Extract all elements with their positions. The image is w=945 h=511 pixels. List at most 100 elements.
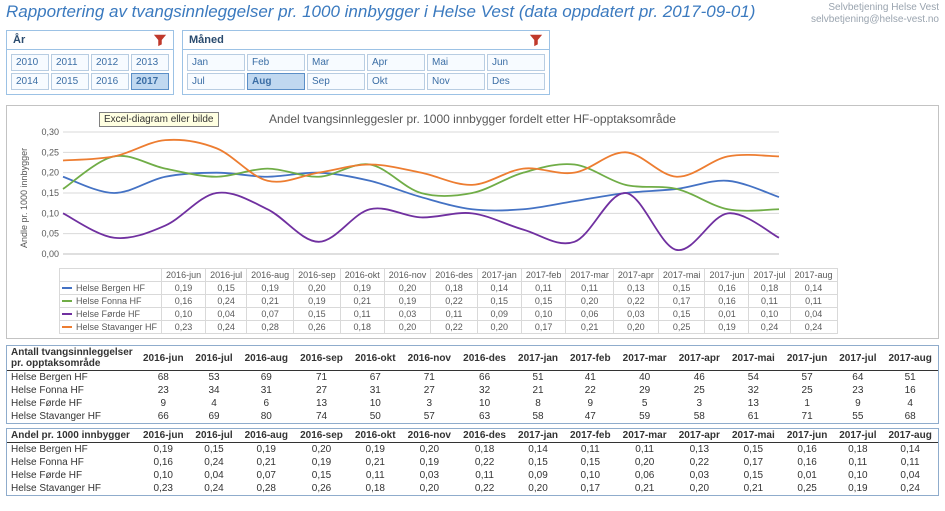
slicer-item[interactable]: Apr	[367, 54, 425, 71]
table-col-header: 2017-jan	[512, 346, 564, 371]
line-chart: 0,00 0,05 0,10 0,15 0,20 0,25 0,30	[29, 128, 789, 268]
table-col-header: 2016-okt	[349, 346, 402, 371]
filter-icon[interactable]	[529, 33, 543, 47]
svg-text:0,00: 0,00	[41, 249, 59, 259]
slicer-item[interactable]: 2015	[51, 73, 89, 90]
chart-tooltip: Excel-diagram eller bilde	[99, 112, 219, 127]
table-row: Helse Fonna HF23343127312732212229253225…	[7, 384, 938, 397]
row-label: Helse Stavanger HF	[7, 410, 137, 423]
slicer-item[interactable]: Des	[487, 73, 545, 90]
chart-container: Excel-diagram eller bilde Andel tvangsin…	[6, 105, 939, 339]
year-grid: 2010201120122013 2014201520162017	[7, 50, 173, 94]
month-slicer: Måned JanFebMarAprMaiJun JulAugSepOktNovD…	[182, 30, 550, 95]
table-col-header: 2017-jun	[781, 346, 834, 371]
slicer-item[interactable]: 2012	[91, 54, 129, 71]
svg-text:0,15: 0,15	[41, 188, 59, 198]
table-col-header: 2016-jul	[190, 429, 239, 443]
table-col-header: 2016-jun	[137, 429, 190, 443]
slicer-item[interactable]: Okt	[367, 73, 425, 90]
legend-series: Helse Stavanger HF	[60, 321, 162, 334]
slicer-item[interactable]: Jul	[187, 73, 245, 90]
page-title: Rapportering av tvangsinnleggelser pr. 1…	[6, 2, 755, 22]
table-row: Helse Stavanger HF0,230,240,280,260,180,…	[7, 482, 938, 495]
contact-block: Selvbetjening Helse Vest selvbetjening@h…	[811, 2, 939, 26]
table-col-header: 2016-aug	[238, 346, 294, 371]
slicer-item[interactable]: 2014	[11, 73, 49, 90]
table-col-header: 2016-sep	[294, 346, 349, 371]
svg-text:0,10: 0,10	[41, 208, 59, 218]
table-col-header: 2017-mai	[726, 346, 781, 371]
legend-series: Helse Bergen HF	[60, 282, 162, 295]
table-col-header: 2017-jul	[833, 346, 882, 371]
filter-icon[interactable]	[153, 33, 167, 47]
row-label: Helse Fonna HF	[7, 384, 137, 397]
svg-text:0,05: 0,05	[41, 229, 59, 239]
table-col-header: 2017-jan	[512, 429, 564, 443]
table-col-header: 2017-mai	[726, 429, 781, 443]
table-row: Helse Bergen HF0,190,150,190,200,190,200…	[7, 443, 938, 457]
table-antall: Antall tvangsinnleggelser pr. opptaksomr…	[6, 345, 939, 424]
table-col-header: 2016-nov	[402, 346, 458, 371]
table-col-header: 2016-okt	[349, 429, 402, 443]
svg-text:0,20: 0,20	[41, 168, 59, 178]
table-col-header: 2017-aug	[882, 346, 938, 371]
legend-series: Helse Fonna HF	[60, 295, 162, 308]
table-row: Helse Fonna HF0,160,240,210,190,210,190,…	[7, 456, 938, 469]
chart-legend-table: 2016-jun2016-jul2016-aug2016-sep2016-okt…	[59, 268, 838, 334]
slicer-item[interactable]: 2011	[51, 54, 89, 71]
table-col-header: 2017-apr	[673, 429, 726, 443]
contact-email: selvbetjening@helse-vest.no	[811, 14, 939, 26]
table-andel: Andel pr. 1000 innbygger2016-jun2016-jul…	[6, 428, 939, 496]
month-grid: JanFebMarAprMaiJun JulAugSepOktNovDes	[183, 50, 549, 94]
year-slicer: År 2010201120122013 2014201520162017	[6, 30, 174, 95]
table-col-header: 2017-feb	[564, 429, 617, 443]
slicer-row: År 2010201120122013 2014201520162017 Måne…	[0, 26, 945, 101]
row-label: Helse Førde HF	[7, 469, 137, 482]
slicer-item[interactable]: Mar	[307, 54, 365, 71]
table-row: Helse Stavanger HF6669807450576358475958…	[7, 410, 938, 423]
row-label: Helse Bergen HF	[7, 443, 137, 457]
table-col-header: 2016-des	[457, 346, 512, 371]
legend-series: Helse Førde HF	[60, 308, 162, 321]
slicer-item[interactable]: Sep	[307, 73, 365, 90]
row-label: Helse Stavanger HF	[7, 482, 137, 495]
table-col-header: 2017-apr	[673, 346, 726, 371]
table-col-header: 2016-jul	[190, 346, 239, 371]
table-col-header: 2017-feb	[564, 346, 617, 371]
row-label: Helse Fonna HF	[7, 456, 137, 469]
svg-text:0,30: 0,30	[41, 128, 59, 137]
table-col-header: 2016-des	[457, 429, 512, 443]
table-col-header: 2016-sep	[294, 429, 349, 443]
table-col-header: 2016-nov	[402, 429, 458, 443]
table-col-header: 2017-mar	[617, 429, 673, 443]
slicer-item[interactable]: 2010	[11, 54, 49, 71]
svg-text:0,25: 0,25	[41, 147, 59, 157]
table-col-header: 2017-mar	[617, 346, 673, 371]
table-corner: Andel pr. 1000 innbygger	[7, 429, 137, 443]
table-row: Helse Førde HF9461310310895313194	[7, 397, 938, 410]
table-row: Helse Bergen HF6853697167716651414046545…	[7, 371, 938, 385]
slicer-item[interactable]: Jan	[187, 54, 245, 71]
report-header: Rapportering av tvangsinnleggelser pr. 1…	[0, 0, 945, 26]
table-col-header: 2017-aug	[882, 429, 938, 443]
table-corner: Antall tvangsinnleggelser pr. opptaksomr…	[7, 346, 137, 371]
table-row: Helse Førde HF0,100,040,070,150,110,030,…	[7, 469, 938, 482]
row-label: Helse Førde HF	[7, 397, 137, 410]
year-slicer-label: År	[13, 34, 25, 46]
slicer-item[interactable]: Aug	[247, 73, 305, 90]
slicer-item[interactable]: Mai	[427, 54, 485, 71]
month-slicer-label: Måned	[189, 34, 224, 46]
table-col-header: 2017-jun	[781, 429, 834, 443]
table-col-header: 2017-jul	[833, 429, 882, 443]
slicer-item[interactable]: Feb	[247, 54, 305, 71]
slicer-item[interactable]: Jun	[487, 54, 545, 71]
table-col-header: 2016-jun	[137, 346, 190, 371]
row-label: Helse Bergen HF	[7, 371, 137, 385]
slicer-item[interactable]: 2017	[131, 73, 169, 90]
slicer-item[interactable]: 2016	[91, 73, 129, 90]
contact-name: Selvbetjening Helse Vest	[811, 2, 939, 14]
chart-ylabel: Andle pr. 1000 innbygger	[17, 128, 29, 268]
slicer-item[interactable]: Nov	[427, 73, 485, 90]
slicer-item[interactable]: 2013	[131, 54, 169, 71]
table-col-header: 2016-aug	[238, 429, 294, 443]
